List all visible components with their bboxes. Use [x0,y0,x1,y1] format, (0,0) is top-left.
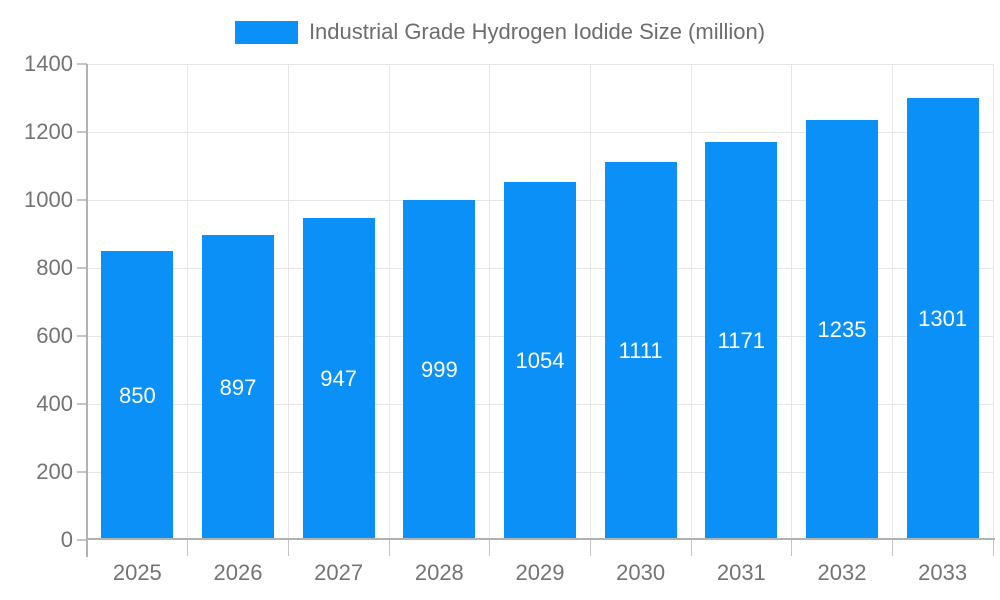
y-axis-tick-label: 0 [60,527,73,552]
x-axis-tick-label: 2031 [716,560,766,585]
bar-value-label: 897 [219,374,257,400]
x-axis-tick-label: 2029 [515,560,565,585]
y-axis-tick-label: 1000 [24,187,73,212]
plot-area: 850 897 947 999 1054 1111 1171 1235 1301 [87,63,994,540]
x-axis-tick-mark [287,540,289,556]
bar-value-label: 850 [118,382,156,408]
x-axis-tick-label: 2028 [414,560,464,585]
gridline-vertical [891,64,893,540]
bar-value-label: 947 [320,366,358,392]
y-axis-tick-label: 1200 [24,119,73,144]
gridline-horizontal [87,131,993,133]
bar-value-label: 1171 [717,327,765,353]
x-axis-tick-label: 2025 [112,560,162,585]
bar-value-label: 999 [420,357,458,383]
gridline-vertical [791,64,793,540]
x-axis-tick-label: 2033 [918,560,968,585]
x-axis-tick-mark [891,540,893,556]
gridline-vertical [287,64,289,540]
bar-2028[interactable]: 999 [403,200,476,540]
bar-2026[interactable]: 897 [202,235,274,540]
gridline-horizontal [87,63,993,65]
bar-2027[interactable]: 947 [302,218,375,540]
y-axis-tick-label: 1400 [24,51,73,76]
gridline-vertical [690,64,692,540]
x-axis-tick-label: 2026 [213,560,263,585]
bar-2030[interactable]: 1111 [604,162,677,540]
x-axis-tick-label: 2032 [817,560,867,585]
x-axis-line [87,538,995,540]
bar-2029[interactable]: 1054 [504,181,576,540]
x-axis-tick-label: 2027 [314,560,364,585]
y-axis-tick-mark [77,267,87,269]
legend-swatch-icon [234,20,298,44]
x-axis-tick-mark [791,540,793,556]
x-axis-tick-mark [187,540,189,556]
x-axis-tick-label: 2030 [616,560,666,585]
bar-value-label: 1054 [515,347,565,373]
bar-2032[interactable]: 1235 [806,120,878,540]
bar-2025[interactable]: 850 [101,251,174,540]
gridline-vertical [992,64,994,540]
y-axis-tick-label: 200 [36,459,73,484]
y-axis-tick-label: 400 [36,391,73,416]
y-axis-tick-mark [77,471,87,473]
bar-2031[interactable]: 1171 [705,141,778,540]
bar-value-label: 1235 [817,317,867,343]
x-axis-tick-mark [992,540,994,556]
x-axis-tick-mark [489,540,491,556]
gridline-vertical [589,64,591,540]
x-axis-tick-mark [388,540,390,556]
y-axis-tick-label: 800 [36,255,73,280]
gridline-vertical [187,64,189,540]
gridline-vertical [489,64,491,540]
y-axis-tick-mark [77,335,87,337]
y-axis-line [86,64,88,557]
y-axis-tick-mark [77,131,87,133]
y-axis-tick-mark [77,403,87,405]
y-axis-tick-label: 600 [36,323,73,348]
y-axis-tick-mark [77,63,87,65]
legend[interactable]: Industrial Grade Hydrogen Iodide Size (m… [0,19,1000,45]
x-axis-tick-mark [589,540,591,556]
gridline-vertical [388,64,390,540]
x-axis-tick-mark [690,540,692,556]
y-axis-tick-mark [77,539,87,541]
y-axis-tick-mark [77,199,87,201]
bar-value-label: 1301 [918,305,968,331]
bar-value-label: 1111 [618,338,663,364]
legend-label: Industrial Grade Hydrogen Iodide Size (m… [308,19,766,44]
bar-2033[interactable]: 1301 [906,97,979,540]
